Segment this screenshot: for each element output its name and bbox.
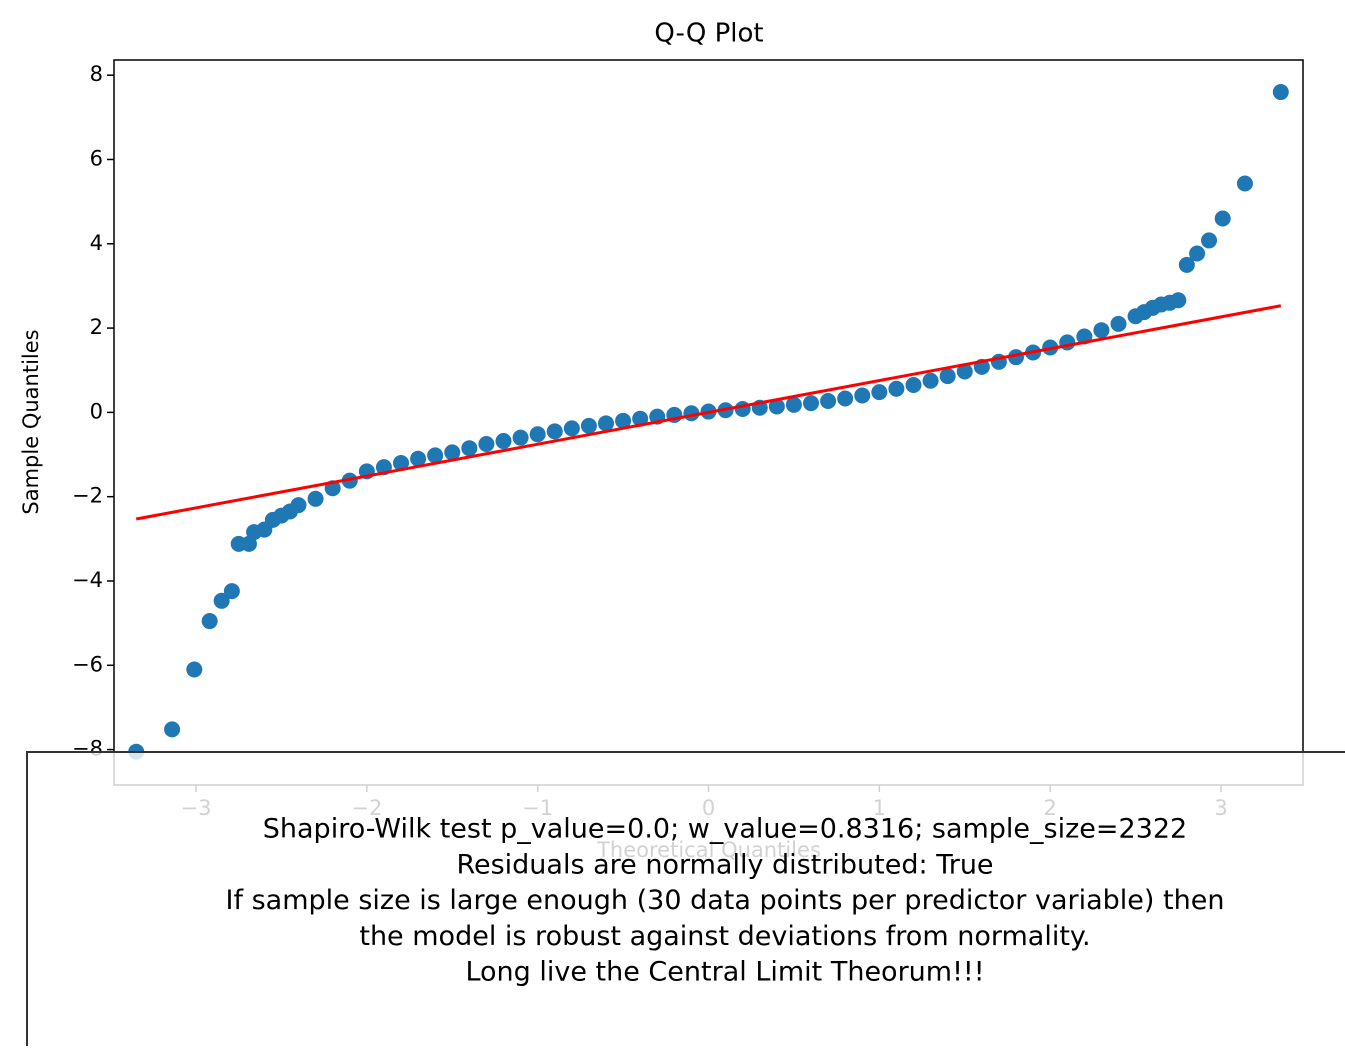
point bbox=[213, 592, 230, 609]
point bbox=[956, 363, 973, 380]
point bbox=[495, 433, 512, 450]
point bbox=[223, 583, 240, 600]
point bbox=[871, 384, 888, 401]
point bbox=[1170, 292, 1187, 309]
point bbox=[529, 426, 546, 443]
point bbox=[1178, 256, 1195, 273]
point bbox=[1189, 245, 1206, 262]
point bbox=[888, 380, 905, 397]
annotation-line: Shapiro-Wilk test p_value=0.0; w_value=0… bbox=[263, 814, 1187, 845]
point bbox=[1093, 322, 1110, 339]
y-axis-label: Sample Quantiles bbox=[19, 329, 43, 514]
point bbox=[427, 447, 444, 464]
point bbox=[201, 613, 218, 630]
point bbox=[444, 444, 461, 461]
point bbox=[512, 429, 529, 446]
point bbox=[1214, 210, 1231, 227]
point bbox=[461, 440, 478, 457]
point bbox=[393, 454, 409, 471]
point bbox=[563, 420, 580, 437]
point bbox=[803, 395, 819, 412]
point bbox=[580, 417, 597, 434]
point bbox=[1110, 315, 1127, 332]
y-tick-label: 6 bbox=[90, 146, 103, 170]
point bbox=[307, 490, 324, 507]
point bbox=[785, 396, 802, 413]
chart-title: Q-Q Plot bbox=[654, 19, 763, 49]
point bbox=[1201, 232, 1218, 249]
point bbox=[290, 497, 307, 514]
point bbox=[1272, 84, 1289, 101]
point bbox=[410, 450, 427, 467]
point bbox=[854, 387, 871, 404]
y-tick-label: 0 bbox=[90, 399, 103, 423]
annotation-line: If sample size is large enough (30 data … bbox=[226, 885, 1225, 916]
point bbox=[598, 415, 614, 432]
point bbox=[905, 376, 922, 393]
point bbox=[546, 423, 563, 440]
plot-frame bbox=[113, 59, 1304, 786]
point bbox=[186, 661, 203, 678]
point bbox=[837, 390, 854, 407]
point bbox=[1236, 175, 1253, 192]
annotation-line: Residuals are normally distributed: True bbox=[456, 849, 993, 880]
point bbox=[164, 721, 181, 738]
annotation-line: the model is robust against deviations f… bbox=[359, 921, 1090, 952]
annotation-line: Long live the Central Limit Theorum!!! bbox=[465, 957, 984, 988]
fit-line bbox=[135, 304, 1282, 521]
point bbox=[768, 398, 785, 415]
y-tick-label: −2 bbox=[72, 484, 103, 508]
y-tick-label: 2 bbox=[90, 315, 103, 339]
annotation: Shapiro-Wilk test p_value=0.0; w_value=0… bbox=[226, 814, 1225, 988]
y-tick-label: 8 bbox=[90, 62, 103, 86]
y-tick-label: −4 bbox=[72, 568, 103, 592]
y-tick-label: −6 bbox=[72, 652, 103, 676]
point bbox=[939, 368, 956, 385]
point bbox=[734, 401, 751, 418]
y-tick-label: 4 bbox=[90, 231, 103, 255]
point bbox=[922, 372, 939, 389]
point bbox=[478, 435, 495, 452]
point bbox=[632, 410, 649, 427]
point bbox=[615, 412, 632, 429]
point bbox=[820, 393, 837, 410]
annotation-box bbox=[26, 751, 1345, 1050]
